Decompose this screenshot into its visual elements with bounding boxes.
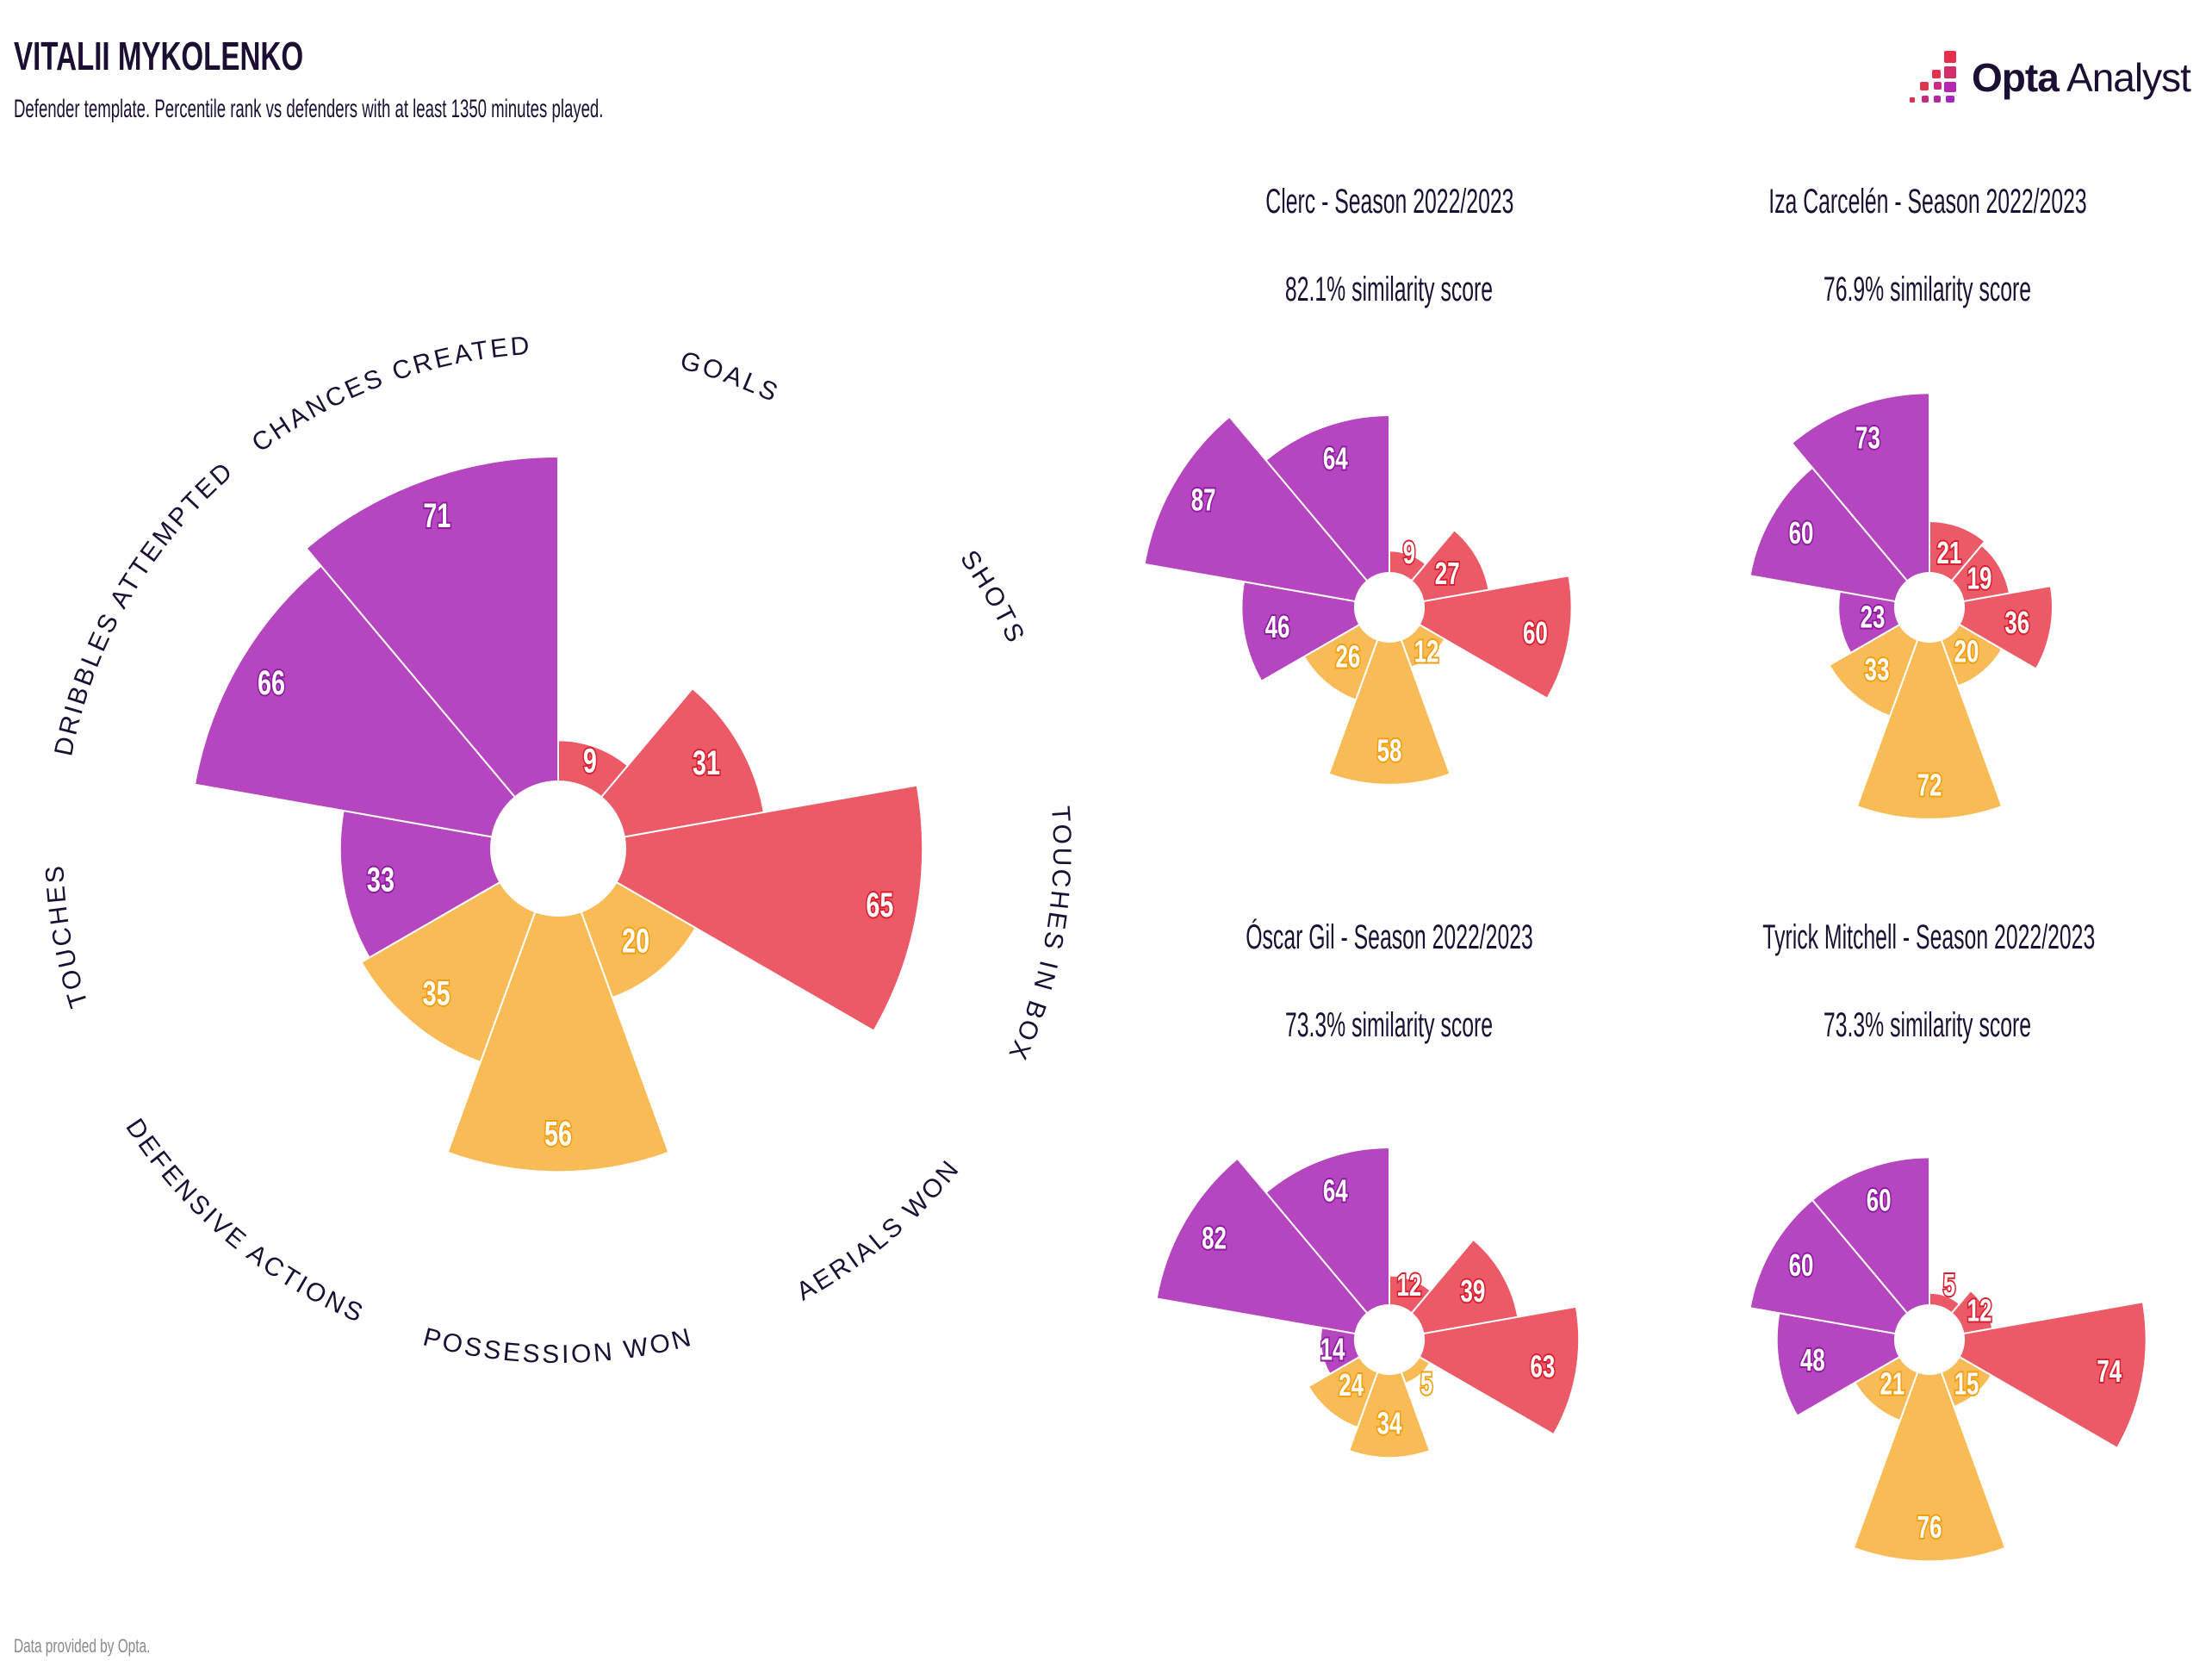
value-label-possession-won: 34 (1377, 1407, 1402, 1441)
comparison-1-similarity: 82.1% similarity score (1285, 271, 1494, 308)
value-label-dribbles-attempted: 60 (1789, 1248, 1814, 1283)
value-label-shots: 12 (1967, 1293, 1992, 1328)
value-label-goals: 12 (1396, 1268, 1421, 1303)
value-label-possession-won: 72 (1917, 768, 1942, 802)
value-label-aerials-won: 20 (1954, 634, 1979, 669)
value-label-touches-in-box: 65 (866, 886, 893, 924)
value-label-chances-created: 64 (1323, 442, 1348, 476)
player-name-title: VITALII MYKOLENKO (14, 34, 304, 78)
value-label-touches: 14 (1320, 1333, 1345, 1367)
value-label-shots: 27 (1435, 557, 1460, 591)
center-hole (1355, 573, 1424, 642)
category-label-chances-created: CHANCES CREATED (247, 332, 533, 458)
category-label-goals: GOALS (677, 346, 784, 408)
value-label-shots: 19 (1967, 561, 1992, 595)
center-hole (491, 781, 625, 916)
category-label-defensive-actions: DEFENSIVE ACTIONS (120, 1114, 369, 1329)
value-label-goals: 21 (1936, 536, 1961, 570)
comparison-4-polar-chart: 5 12 74 15 76 21 48 60 60 (1749, 1156, 2147, 1563)
value-label-chances-created: 64 (1323, 1174, 1348, 1209)
value-label-touches-in-box: 60 (1523, 616, 1548, 650)
category-label-aerials-won: AERIALS WON (792, 1154, 966, 1306)
value-label-defensive-actions: 35 (423, 974, 450, 1013)
value-label-defensive-actions: 26 (1336, 639, 1361, 674)
bar-shots (600, 687, 766, 838)
value-label-aerials-won: 15 (1954, 1366, 1979, 1401)
value-label-defensive-actions: 24 (1339, 1368, 1364, 1402)
comparison-4-similarity: 73.3% similarity score (1824, 1006, 2032, 1044)
comparison-1-polar-chart: 9 27 60 12 58 26 46 87 64 (1143, 414, 1573, 786)
value-label-aerials-won: 20 (622, 922, 649, 961)
opta-analyst-logo: Opta Analyst (1908, 47, 2191, 108)
category-label-touches: TOUCHES (40, 862, 94, 1011)
value-label-touches-in-box: 63 (1530, 1349, 1555, 1384)
value-label-defensive-actions: 33 (1865, 653, 1890, 687)
value-label-goals: 9 (583, 742, 597, 781)
comparison-2-title: Iza Carcelén - Season 2022/2023 (1768, 183, 2087, 221)
value-label-chances-created: 60 (1867, 1183, 1892, 1217)
comparison-3-similarity: 73.3% similarity score (1285, 1006, 1494, 1044)
value-label-possession-won: 58 (1377, 733, 1402, 768)
value-label-aerials-won: 12 (1414, 634, 1439, 669)
value-label-touches: 46 (1265, 610, 1290, 644)
center-hole (1355, 1305, 1424, 1374)
comparison-1-title: Clerc - Season 2022/2023 (1264, 183, 1514, 221)
value-label-defensive-actions: 21 (1880, 1366, 1905, 1401)
chart-subtitle: Defender template. Percentile rank vs de… (14, 95, 604, 123)
value-label-dribbles-attempted: 60 (1789, 516, 1814, 550)
value-label-shots: 31 (693, 743, 720, 782)
opta-bars-icon (1910, 51, 1956, 103)
logo-wordmark: Opta Analyst (1972, 55, 2191, 100)
category-label-shots: SHOTS (954, 545, 1030, 649)
value-label-possession-won: 76 (1917, 1510, 1942, 1545)
value-label-shots: 39 (1461, 1274, 1486, 1309)
value-label-aerials-won: 5 (1420, 1366, 1432, 1401)
value-label-goals: 9 (1403, 536, 1415, 570)
value-label-goals: 5 (1943, 1268, 1955, 1303)
value-label-touches: 23 (1861, 600, 1886, 635)
main-polar-chart: 9 31 65 20 56 35 33 66 71 GOALS SHOTS TOUCHES IN BO… (40, 332, 1076, 1370)
value-label-dribbles-attempted: 66 (258, 663, 285, 702)
value-label-touches-in-box: 36 (2004, 606, 2029, 640)
value-label-touches-in-box: 74 (2097, 1354, 2122, 1389)
value-label-dribbles-attempted: 82 (1202, 1221, 1227, 1255)
value-label-chances-created: 73 (1855, 420, 1880, 455)
category-label-possession-won: POSSESSION WON (420, 1323, 696, 1370)
value-label-possession-won: 56 (544, 1115, 572, 1154)
data-source-footer: Data provided by Opta. (14, 1635, 151, 1657)
category-label-touches-in-box: TOUCHES IN BOX (1002, 805, 1076, 1066)
value-label-touches: 33 (367, 861, 395, 899)
comparison-2-similarity: 76.9% similarity score (1824, 271, 2032, 308)
comparison-3-title: Óscar Gil - Season 2022/2023 (1246, 918, 1533, 956)
center-hole (1895, 573, 1964, 642)
value-label-touches: 48 (1800, 1343, 1825, 1378)
value-label-chances-created: 71 (423, 496, 450, 535)
center-hole (1895, 1305, 1964, 1374)
category-label-dribbles-attempted: DRIBBLES ATTEMPTED (49, 456, 239, 758)
value-label-dribbles-attempted: 87 (1191, 482, 1216, 517)
comparison-4-title: Tyrick Mitchell - Season 2022/2023 (1762, 918, 2096, 956)
